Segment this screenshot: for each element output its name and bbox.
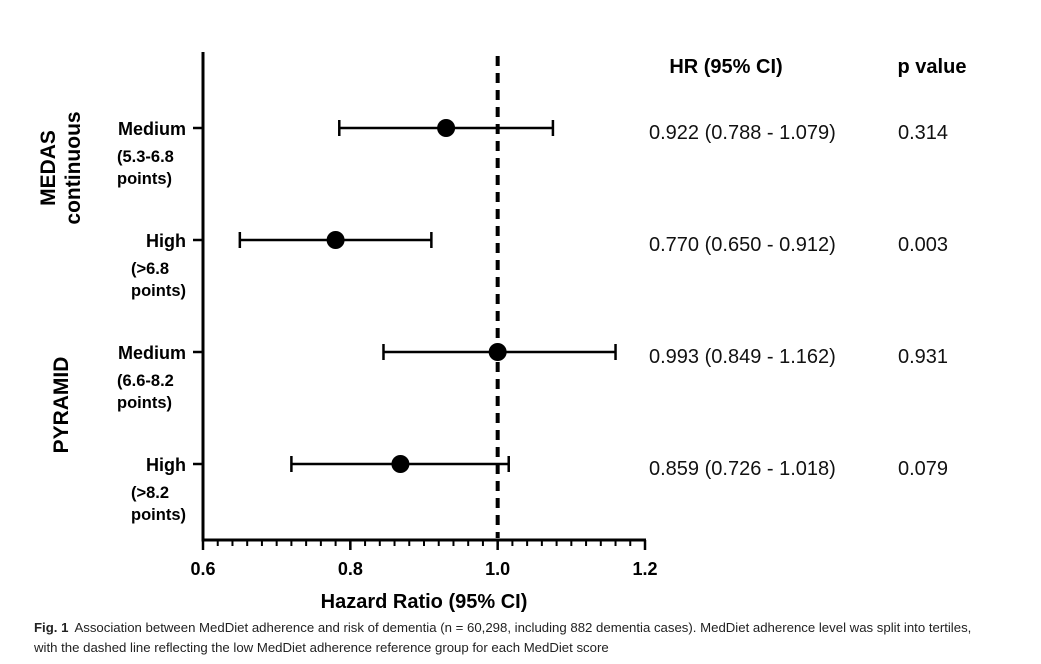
p-value: 0.003 (898, 234, 948, 256)
hr-point (437, 119, 456, 137)
p-value: 0.931 (898, 346, 948, 368)
row-sublabel: (5.3-6.8 (117, 148, 174, 166)
p-value: 0.079 (898, 458, 948, 480)
row-label: High (146, 455, 186, 475)
plot-labels: 0.6 0.8 1.0 1.2 Hazard Ratio (95% CI) Medium (… (37, 56, 966, 613)
p-value: 0.314 (898, 122, 948, 144)
x-tick-label: 0.6 (190, 559, 215, 579)
x-tick-label: 0.8 (338, 559, 363, 579)
group-label: continuous (62, 111, 85, 224)
hr-ci-value: 0.770 (0.650 - 0.912) (649, 234, 836, 256)
p-column-header: p value (898, 56, 967, 78)
x-axis-label: Hazard Ratio (95% CI) (321, 591, 528, 613)
hr-ci-value: 0.859 (0.726 - 1.018) (649, 458, 836, 480)
row-sublabel: points) (131, 506, 186, 524)
x-tick-label: 1.0 (485, 559, 510, 579)
figure-label: Fig. 1 (34, 620, 69, 635)
row-sublabel: (6.6-8.2 (117, 372, 174, 390)
row-sublabel: points) (117, 394, 172, 412)
group-label: MEDAS (37, 130, 60, 206)
row-label: Medium (118, 119, 186, 139)
row-sublabel: points) (131, 282, 186, 300)
row-sublabel: (>6.8 (131, 260, 169, 278)
plot-axes (193, 52, 647, 550)
hr-ci-value: 0.993 (0.849 - 1.162) (649, 346, 836, 368)
hr-point (488, 343, 507, 361)
plot-marks (238, 56, 617, 538)
row-label: Medium (118, 343, 186, 363)
row-sublabel: (>8.2 (131, 484, 169, 502)
hr-ci-value: 0.922 (0.788 - 1.079) (649, 122, 836, 144)
figure-caption-text: Association between MedDiet adherence an… (34, 620, 972, 655)
figure-caption: Fig. 1 Association between MedDiet adhere… (34, 618, 994, 658)
row-label: High (146, 231, 186, 251)
hr-column-header: HR (95% CI) (669, 56, 782, 78)
hr-point (326, 231, 345, 249)
row-sublabel: points) (117, 170, 172, 188)
x-tick-label: 1.2 (632, 559, 657, 579)
hr-point (391, 455, 410, 473)
group-label: PYRAMID (50, 357, 73, 454)
